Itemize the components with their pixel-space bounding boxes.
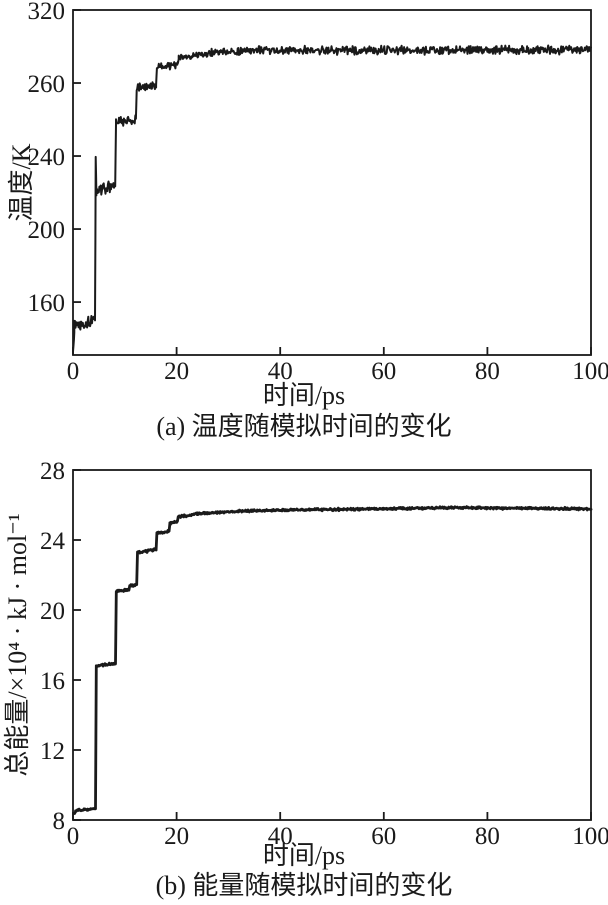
x-tick-label-b: 20 bbox=[164, 823, 189, 850]
panel-a: 320 260 240 200 160 0 20 40 60 80 100 温度/K bbox=[7, 0, 608, 385]
x-tick-label-a: 80 bbox=[475, 358, 500, 385]
y-tick-label-b: 28 bbox=[40, 458, 65, 485]
x-tick-label-a: 0 bbox=[67, 358, 80, 385]
temperature-curve bbox=[72, 44, 592, 353]
x-tick-label-b: 0 bbox=[67, 823, 80, 850]
x-tick-label-b: 40 bbox=[268, 823, 293, 850]
y-tick-label-b: 20 bbox=[40, 598, 65, 625]
y-axis-label-b: 总能量/×10⁴ · kJ · mol⁻¹ bbox=[3, 513, 32, 776]
plot-frame-a bbox=[72, 9, 592, 356]
y-tick-label-b: 16 bbox=[40, 668, 65, 695]
y-tick-label-a: 320 bbox=[28, 0, 66, 25]
y-axis-label-a: 温度/K bbox=[7, 143, 36, 221]
plot-frame-b bbox=[72, 469, 592, 821]
x-tick-label-b: 100 bbox=[572, 823, 608, 850]
caption-a: (a) 温度随模拟时间的变化 bbox=[156, 412, 452, 441]
x-tick-label-a: 40 bbox=[268, 358, 293, 385]
energy-curve bbox=[73, 505, 593, 815]
x-tick-label-a: 100 bbox=[572, 358, 608, 385]
caption-b: (b) 能量随模拟时间的变化 bbox=[155, 871, 453, 900]
panel-b: 28 24 20 16 12 80 20 40 60 80 100 总能量/×10⁴ · kJ · m… bbox=[3, 458, 608, 850]
y-tick-label-a: 160 bbox=[28, 290, 66, 317]
y-tick-label-a: 260 bbox=[28, 71, 66, 98]
x-tick-label-b: 60 bbox=[371, 823, 396, 850]
x-tick-label-a: 60 bbox=[371, 358, 396, 385]
y-tick-label-a: 200 bbox=[28, 217, 66, 244]
x-axis-label-b: 时间/ps bbox=[262, 841, 346, 870]
y-tick-label-b: 8 bbox=[53, 808, 66, 835]
y-tick-label-b: 12 bbox=[40, 738, 65, 765]
x-axis-label-a: 时间/ps bbox=[262, 381, 346, 410]
y-tick-label-a: 240 bbox=[28, 144, 66, 171]
x-tick-label-b: 80 bbox=[475, 823, 500, 850]
x-tick-label-a: 20 bbox=[164, 358, 189, 385]
y-tick-label-b: 24 bbox=[40, 528, 66, 555]
